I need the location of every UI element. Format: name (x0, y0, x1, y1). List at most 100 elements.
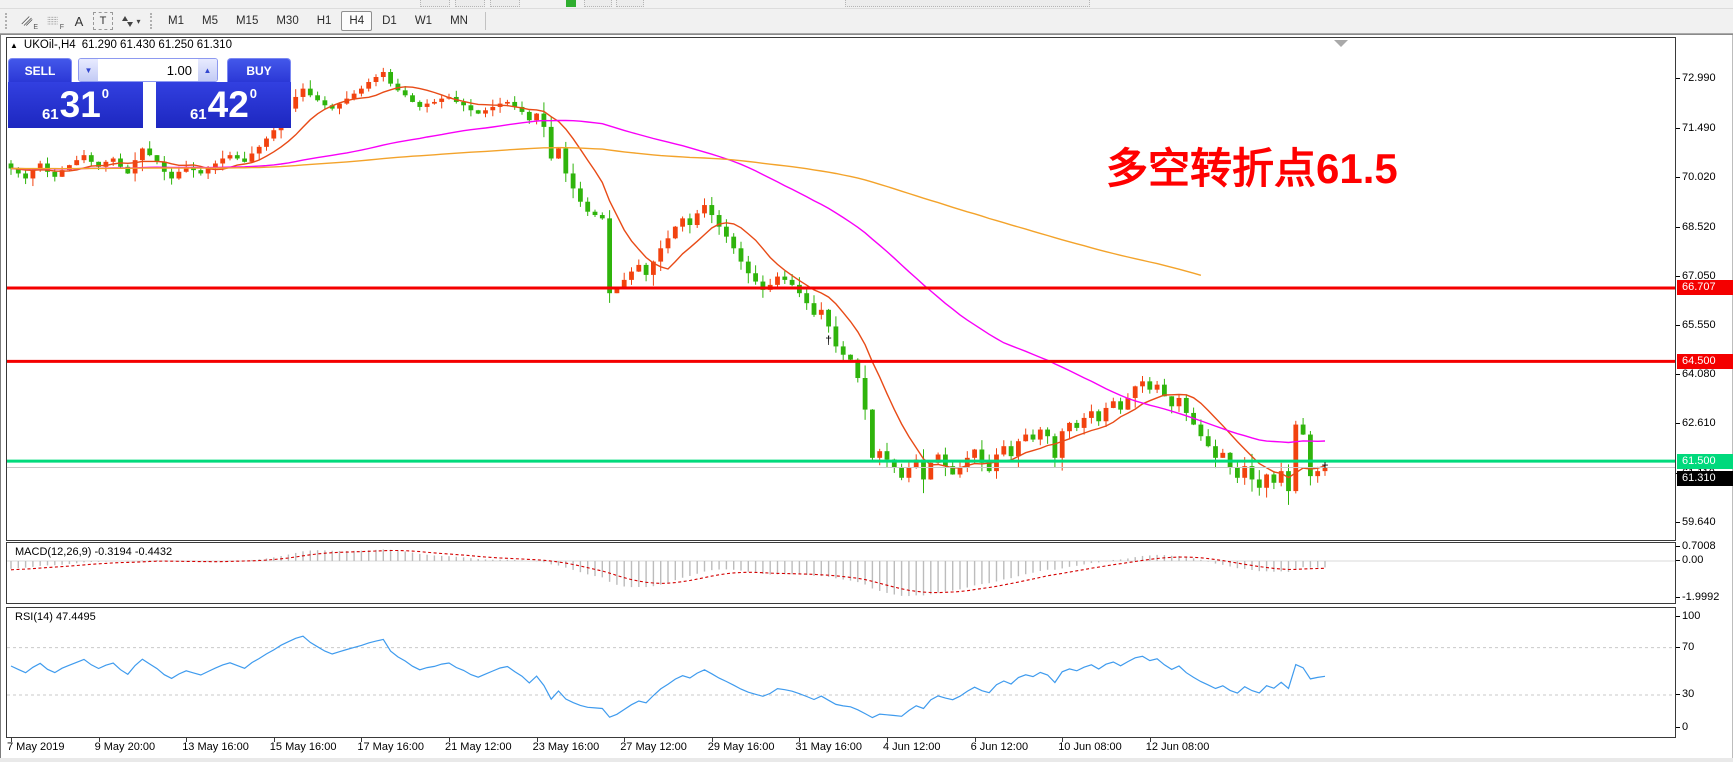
candlestick-chart[interactable]: †+ (7, 38, 1675, 540)
rsi-tick-label: 70 (1675, 640, 1695, 653)
date-tick (711, 738, 713, 742)
date-label: 21 May 12:00 (445, 741, 512, 753)
toolbar-separator (484, 12, 486, 30)
date-tick (799, 738, 801, 742)
chart-shift-marker-icon[interactable] (1334, 40, 1348, 47)
trade-prices-row: 61 31 0 61 42 0 (8, 82, 291, 128)
one-click-trading-panel: SELL ▼ ▲ BUY 61 31 0 61 42 0 (8, 58, 291, 128)
ask-price-point: 0 (249, 86, 258, 101)
cropped-toolbar-strip (0, 0, 1733, 8)
toolbar-fragment (455, 0, 485, 7)
macd-panel[interactable]: MACD(12,26,9) -0.3194 -0.4432 (6, 542, 1676, 604)
bid-price-point: 0 (101, 86, 110, 101)
equidistant-channel-icon[interactable]: E (15, 11, 39, 31)
arrow-objects-icon[interactable]: ▾ (115, 11, 147, 31)
price-badge-64.500: 64.500 (1677, 353, 1733, 369)
chart-marker: † (825, 333, 832, 347)
date-tick (536, 738, 538, 742)
chart-title: ▲ UKOil-,H4 61.290 61.430 61.250 61.310 (10, 39, 232, 51)
date-label: 10 Jun 08:00 (1058, 741, 1122, 753)
price-tick-label: 59.640 (1676, 516, 1716, 529)
date-tick (449, 738, 450, 742)
rsi-tick-label: 0 (1675, 721, 1689, 733)
date-tick (624, 738, 626, 742)
fibonacci-retracement-icon[interactable]: F (41, 11, 65, 31)
toolbar-fragment (584, 0, 612, 7)
volume-increase-button[interactable]: ▲ (198, 59, 217, 81)
date-label: 29 May 16:00 (707, 741, 775, 753)
rsi-tick-label: 100 (1675, 610, 1701, 622)
date-label: 7 May 2019 (7, 741, 65, 753)
window-bottom-strip (0, 758, 1733, 762)
bid-price-pips: 31 (59, 84, 101, 125)
price-tick-label: 68.520 (1676, 220, 1716, 233)
price-tick-label: 67.050 (1676, 269, 1716, 282)
date-label: 23 May 16:00 (532, 741, 600, 753)
window-edge (0, 35, 1, 762)
buy-price-display[interactable]: 61 42 0 (156, 82, 291, 128)
timeframe-button-h1[interactable]: H1 (309, 11, 340, 31)
rsi-tick-label: 30 (1675, 688, 1695, 700)
volume-decrease-button[interactable]: ▼ (79, 59, 98, 81)
date-tick (1149, 738, 1151, 742)
ask-price-major: 61 (189, 106, 207, 123)
rsi-panel[interactable]: RSI(14) 47.4495 (6, 607, 1676, 738)
price-tick-label: 62.610 (1676, 417, 1716, 430)
one-click-collapse-icon[interactable]: ▲ (10, 40, 18, 50)
text-label-icon[interactable]: T (93, 12, 113, 30)
macd-tick-label: 0.7008 (1676, 540, 1716, 552)
toolbar-fragment-green (566, 0, 576, 7)
date-tick (1062, 738, 1064, 742)
date-label: 31 May 16:00 (795, 741, 863, 753)
sell-button[interactable]: SELL (8, 58, 72, 82)
date-label: 15 May 16:00 (269, 741, 337, 753)
timeframe-button-m1[interactable]: M1 (160, 11, 192, 31)
price-tick-label: 70.020 (1676, 170, 1716, 183)
price-divider (143, 82, 156, 128)
dropdown-caret-icon: ▾ (136, 16, 141, 26)
timeframe-button-m30[interactable]: M30 (268, 11, 306, 31)
timeframe-button-h4[interactable]: H4 (341, 11, 373, 31)
date-tick (361, 738, 363, 742)
macd-readout: MACD(12,26,9) -0.3194 -0.4432 (15, 546, 173, 558)
icon-subscript: E (33, 24, 38, 31)
rsi-chart[interactable] (7, 608, 1675, 737)
toolbar-grip[interactable] (5, 13, 10, 29)
macd-tick-label: -1.9992 (1675, 591, 1720, 603)
chart-text-annotation: 多空转折点61.5 (1106, 145, 1398, 192)
date-tick (273, 738, 275, 742)
bid-price-major: 61 (41, 106, 59, 123)
volume-input[interactable] (98, 59, 198, 81)
date-tick (98, 738, 100, 742)
date-label: 17 May 16:00 (357, 741, 425, 753)
symbol-period-label: UKOil-,H4 (23, 39, 76, 51)
timeframe-button-d1[interactable]: D1 (374, 11, 405, 31)
date-tick (974, 738, 976, 742)
chart-window: ▲ UKOil-,H4 61.290 61.430 61.250 61.310 … (0, 34, 1733, 762)
toolbar-fragment (616, 0, 644, 7)
timeframe-button-w1[interactable]: W1 (407, 11, 440, 31)
toolbar-grip[interactable] (150, 13, 155, 29)
price-badge-66.707: 66.707 (1677, 280, 1733, 296)
ask-price-pips: 42 (207, 84, 249, 125)
volume-stepper: ▼ ▲ (78, 58, 218, 82)
trade-controls-row: SELL ▼ ▲ BUY (8, 58, 291, 82)
price-tick-label: 65.550 (1676, 319, 1716, 332)
timeframe-button-m5[interactable]: M5 (194, 11, 226, 31)
rsi-readout: RSI(14) 47.4495 (15, 611, 96, 623)
timeframe-button-mn[interactable]: MN (442, 11, 476, 31)
toolbar-fragment (845, 0, 1090, 7)
chart-toolbar: E F A T ▾ M1 M5 M15 M30 H1 H4 D1 W1 MN (0, 8, 1733, 34)
buy-button[interactable]: BUY (227, 58, 291, 82)
macd-tick-label: 0.00 (1675, 554, 1704, 566)
price-tick-label: 72.990 (1676, 72, 1716, 84)
date-tick (186, 738, 188, 742)
text-icon[interactable]: A (67, 11, 91, 31)
macd-chart[interactable] (7, 543, 1675, 603)
date-tick (11, 738, 12, 742)
sell-price-display[interactable]: 61 31 0 (8, 82, 143, 128)
timeframe-button-m15[interactable]: M15 (228, 11, 266, 31)
date-label: 13 May 16:00 (182, 741, 249, 753)
date-label: 4 Jun 12:00 (883, 741, 941, 753)
